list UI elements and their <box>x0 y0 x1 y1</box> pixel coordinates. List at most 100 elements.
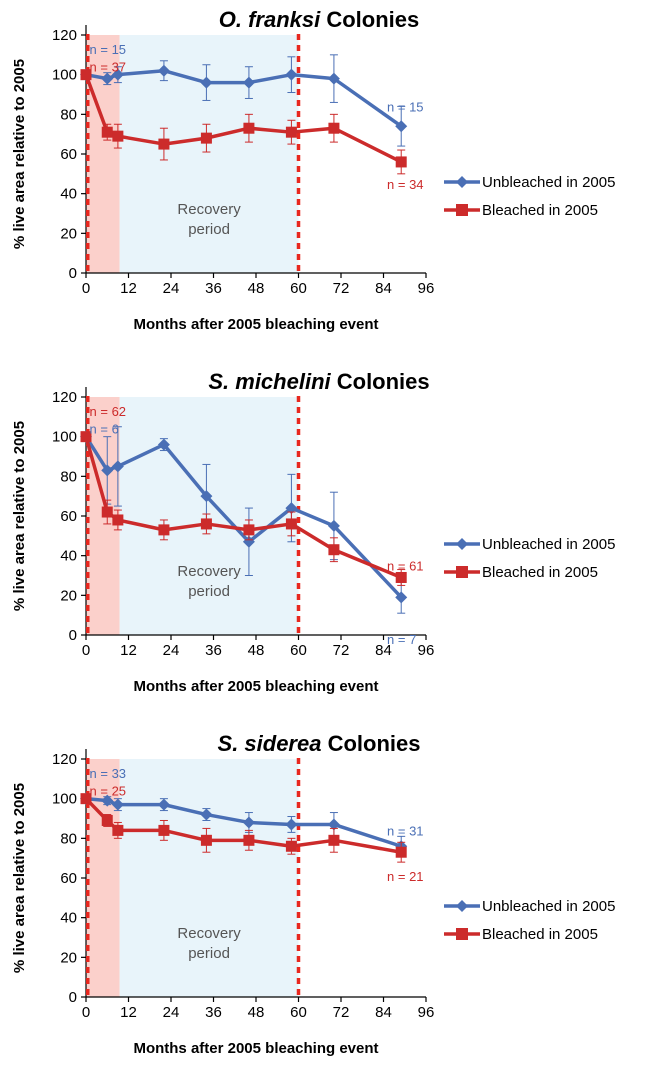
x-tick-label: 24 <box>163 1004 180 1021</box>
x-tick-label: 0 <box>82 1004 90 1021</box>
x-tick-label: 36 <box>205 280 222 297</box>
bleached-point <box>285 126 297 138</box>
bleached-point <box>112 130 124 142</box>
y-tick-label: 120 <box>52 389 77 406</box>
y-tick-label: 80 <box>60 830 77 847</box>
unbleached-point <box>111 68 124 81</box>
bleached-point <box>243 524 255 536</box>
legend-bleached-marker <box>456 566 468 578</box>
sample-size-label: n = 34 <box>387 177 424 192</box>
bleached-point <box>328 834 340 846</box>
y-tick-label: 20 <box>60 225 77 242</box>
chart-s-michelini: Recovery period 0 20 40 60 80 100 120 0 12 24 36 48 60… <box>11 369 615 695</box>
bleached-point <box>101 814 113 826</box>
x-tick-label: 96 <box>418 1004 435 1021</box>
unbleached-point <box>157 438 170 451</box>
x-axis-label: Months after 2005 bleaching event <box>133 1040 378 1057</box>
chart-title: S. michelini Colonies <box>208 369 429 394</box>
y-axis-label: % live area relative to 2005 <box>11 59 28 249</box>
bleached-point <box>328 122 340 134</box>
y-tick-label: 60 <box>60 508 77 525</box>
legend-unbleached-label: Unbleached in 2005 <box>482 898 615 915</box>
y-tick-label: 40 <box>60 186 77 203</box>
x-tick-label: 48 <box>248 280 265 297</box>
chart-title-suffix: Colonies <box>331 369 430 394</box>
sample-size-label: n = 25 <box>90 784 127 799</box>
unbleached-point <box>395 591 408 604</box>
x-tick-label: 84 <box>375 1004 392 1021</box>
y-tick-label: 100 <box>52 67 77 84</box>
bleached-point <box>395 846 407 858</box>
unbleached-point <box>395 120 408 133</box>
legend-bleached-label: Bleached in 2005 <box>482 926 598 943</box>
y-tick-label: 120 <box>52 751 77 768</box>
x-tick-label: 24 <box>163 642 180 659</box>
y-tick-label: 100 <box>52 429 77 446</box>
x-tick-label: 48 <box>248 642 265 659</box>
unbleached-point <box>157 64 170 77</box>
bleached-point <box>101 506 113 518</box>
unbleached-point <box>327 818 340 831</box>
recovery-label-line: Recovery <box>177 201 241 218</box>
sample-size-label: n = 21 <box>387 869 424 884</box>
unbleached-point <box>327 72 340 85</box>
legend-unbleached-marker <box>456 176 468 188</box>
bleached-point <box>112 824 124 836</box>
bleached-point <box>80 793 92 805</box>
x-tick-label: 60 <box>290 642 307 659</box>
sample-size-label: n = 7 <box>387 632 416 647</box>
bleached-point <box>80 431 92 443</box>
unbleached-point <box>101 72 114 85</box>
unbleached-point <box>157 798 170 811</box>
sample-size-label: n = 15 <box>90 42 127 57</box>
x-tick-label: 96 <box>418 642 435 659</box>
bleached-point <box>395 156 407 168</box>
legend-unbleached-marker <box>456 900 468 912</box>
y-tick-label: 40 <box>60 548 77 565</box>
chart-s-siderea: Recovery period 0 20 40 60 80 100 120 0 12 24 36 48 60… <box>11 731 615 1057</box>
recovery-period-shade <box>119 759 299 997</box>
bleached-point <box>285 518 297 530</box>
sample-size-label: n = 31 <box>387 823 424 838</box>
sample-size-label: n = 61 <box>387 559 424 574</box>
chart-panel-o-franksi: Recovery period 0 20 40 60 80 100 120 0 12 24 36 48 60… <box>0 0 646 352</box>
y-tick-label: 60 <box>60 146 77 163</box>
x-tick-label: 12 <box>120 642 137 659</box>
unbleached-point <box>327 519 340 532</box>
x-tick-label: 0 <box>82 642 90 659</box>
y-tick-label: 20 <box>60 587 77 604</box>
unbleached-point <box>242 535 255 548</box>
bleached-point <box>285 840 297 852</box>
x-axis-label: Months after 2005 bleaching event <box>133 316 378 333</box>
unbleached-point <box>101 464 114 477</box>
legend-unbleached-label: Unbleached in 2005 <box>482 536 615 553</box>
unbleached-point <box>242 76 255 89</box>
bleached-point <box>158 138 170 150</box>
bleached-point <box>200 518 212 530</box>
y-tick-label: 80 <box>60 468 77 485</box>
x-tick-label: 36 <box>205 1004 222 1021</box>
chart-title-species: O. franksi <box>219 7 321 32</box>
x-tick-label: 72 <box>333 280 350 297</box>
y-tick-label: 20 <box>60 949 77 966</box>
x-tick-label: 36 <box>205 642 222 659</box>
x-tick-label: 84 <box>375 642 392 659</box>
x-tick-label: 96 <box>418 280 435 297</box>
y-tick-label: 40 <box>60 910 77 927</box>
legend-bleached-label: Bleached in 2005 <box>482 202 598 219</box>
x-tick-label: 84 <box>375 280 392 297</box>
legend-unbleached-label: Unbleached in 2005 <box>482 174 615 191</box>
unbleached-point <box>111 798 124 811</box>
unbleached-point <box>285 818 298 831</box>
bleached-point <box>80 69 92 81</box>
chart-panel-s-siderea: Recovery period 0 20 40 60 80 100 120 0 12 24 36 48 60… <box>0 724 646 1076</box>
recovery-label-line: Recovery <box>177 563 241 580</box>
chart-title-suffix: Colonies <box>321 731 420 756</box>
bleached-point <box>158 824 170 836</box>
bleached-point <box>395 571 407 583</box>
bleached-point <box>243 122 255 134</box>
sample-size-label: n = 33 <box>90 766 127 781</box>
unbleached-point <box>200 490 213 503</box>
chart-o-franksi: Recovery period 0 20 40 60 80 100 120 0 12 24 36 48 60… <box>11 7 615 333</box>
chart-panel-s-michelini: Recovery period 0 20 40 60 80 100 120 0 12 24 36 48 60… <box>0 362 646 714</box>
